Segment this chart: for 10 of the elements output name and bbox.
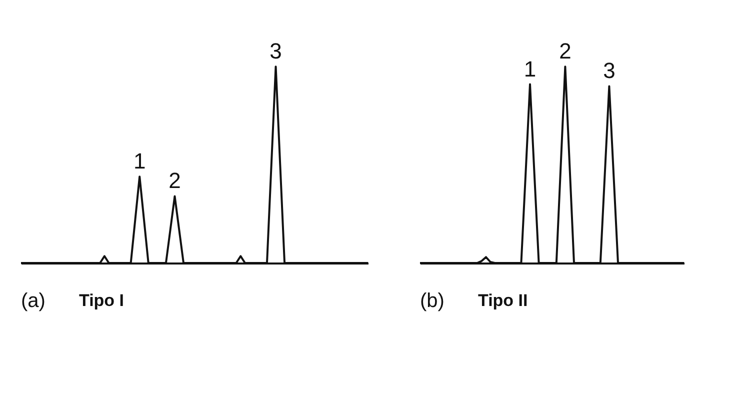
annotation: 2 [168, 168, 181, 194]
annotation: 1 [524, 56, 536, 82]
annotation: 2 [559, 38, 572, 64]
text: (b) [420, 290, 444, 312]
annotation: 3 [603, 58, 616, 84]
text: Tipo I [79, 291, 124, 310]
text: Tipo II [478, 291, 528, 310]
text: (a) [21, 290, 46, 312]
annotation: 1 [133, 148, 146, 174]
text: 3 [270, 38, 282, 64]
